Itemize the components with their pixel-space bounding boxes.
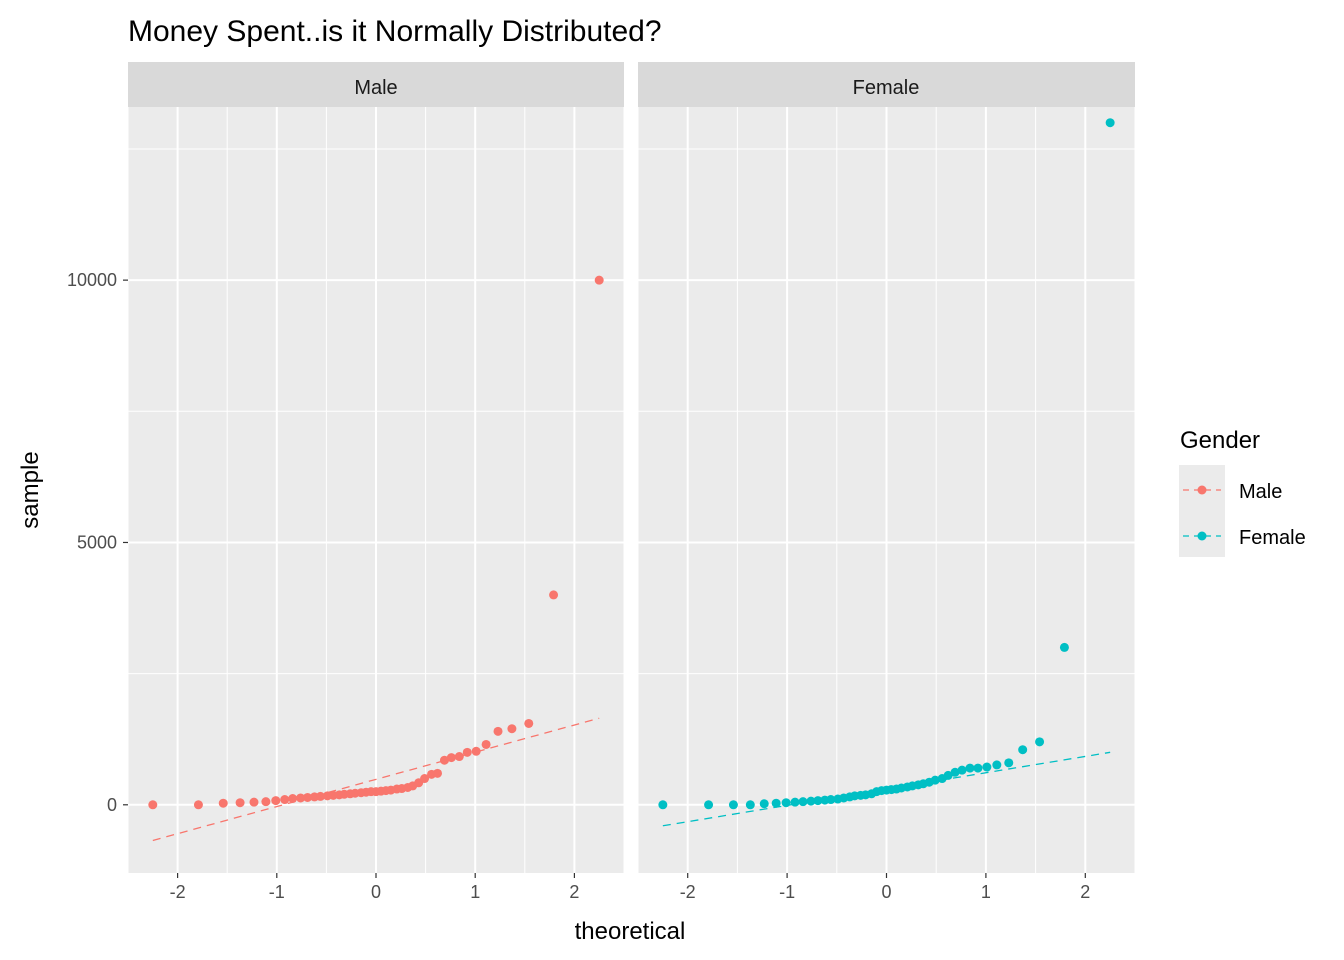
strip-label-male: Male	[354, 77, 397, 99]
data-point	[759, 799, 769, 809]
x-tick-label: -2	[680, 882, 696, 902]
x-tick-label: 0	[881, 882, 891, 902]
data-point	[1035, 737, 1045, 747]
x-tick-label: -2	[170, 882, 186, 902]
data-point	[524, 718, 534, 728]
data-point	[148, 800, 158, 810]
reference-line-male	[152, 717, 600, 842]
data-point	[549, 590, 559, 600]
data-point	[288, 793, 298, 803]
data-point	[481, 739, 491, 749]
data-point	[439, 755, 449, 765]
x-tick-label: 1	[470, 882, 480, 902]
data-point	[1105, 118, 1115, 128]
strip-label-female: Female	[853, 77, 920, 99]
x-tick-label: 2	[569, 882, 579, 902]
gridlines-male	[127, 107, 625, 873]
data-point	[658, 800, 668, 810]
data-point	[303, 792, 313, 802]
qq-reference-line	[152, 717, 600, 842]
points-male	[148, 275, 604, 810]
y-tick-label: 10000	[67, 270, 117, 290]
data-point	[771, 798, 781, 808]
x-tick-label: 1	[981, 882, 991, 902]
strip-male	[128, 62, 624, 107]
data-point	[957, 765, 967, 775]
points-female	[658, 118, 1115, 810]
data-point	[790, 797, 800, 807]
legend-label: Male	[1239, 481, 1282, 503]
data-point	[992, 760, 1002, 770]
data-point	[433, 768, 443, 778]
data-point	[193, 800, 203, 810]
data-point	[982, 762, 992, 772]
chart-title: Money Spent..is it Normally Distributed?	[128, 15, 662, 48]
x-tick-label: -1	[269, 882, 285, 902]
data-point	[218, 798, 228, 808]
data-point	[798, 797, 808, 807]
data-point	[1018, 745, 1028, 755]
data-point	[728, 800, 738, 810]
data-point	[296, 793, 306, 803]
x-axis-male: -2 -1 0 1 2	[170, 873, 579, 902]
data-point	[1004, 758, 1014, 768]
data-point	[420, 774, 430, 784]
x-tick-label: 2	[1080, 882, 1090, 902]
data-point	[973, 763, 983, 773]
data-point	[446, 753, 456, 763]
legend-key-point	[1197, 531, 1207, 541]
x-axis-title: theoretical	[575, 918, 686, 945]
legend-key-point	[1197, 485, 1207, 495]
legend-keys-background	[1179, 465, 1225, 557]
data-point	[471, 746, 481, 756]
legend-title: Gender	[1180, 427, 1260, 454]
data-point	[950, 767, 960, 777]
data-point	[745, 800, 755, 810]
x-axis-female: -2 -1 0 1 2	[680, 873, 1090, 902]
data-point	[454, 752, 464, 762]
y-axis-title: sample	[17, 451, 44, 528]
data-point	[826, 795, 836, 805]
y-axis: 0 5000 10000	[67, 270, 128, 815]
data-point	[315, 791, 325, 801]
legend: Gender Male Female	[1179, 427, 1306, 557]
y-tick-label: 5000	[77, 532, 117, 552]
data-point	[1059, 642, 1069, 652]
data-point	[261, 797, 271, 807]
panel-male: Male	[127, 62, 625, 873]
data-point	[280, 795, 290, 805]
data-point	[594, 275, 604, 285]
panel-female: Female	[637, 62, 1136, 873]
data-point	[930, 775, 940, 785]
data-point	[493, 726, 503, 736]
y-tick-label: 0	[107, 795, 117, 815]
x-tick-label: -1	[779, 882, 795, 902]
legend-entries: Male Female	[1183, 481, 1306, 549]
data-point	[965, 763, 975, 773]
data-point	[249, 797, 259, 807]
data-point	[235, 798, 245, 808]
data-point	[462, 747, 472, 757]
data-point	[781, 798, 791, 808]
data-point	[813, 796, 823, 806]
strip-female	[638, 62, 1135, 107]
data-point	[943, 770, 953, 780]
data-point	[271, 796, 281, 806]
data-point	[806, 796, 816, 806]
legend-label: Female	[1239, 527, 1306, 549]
gridlines-female	[637, 107, 1136, 873]
data-point	[507, 724, 517, 734]
data-point	[704, 800, 714, 810]
x-tick-label: 0	[371, 882, 381, 902]
